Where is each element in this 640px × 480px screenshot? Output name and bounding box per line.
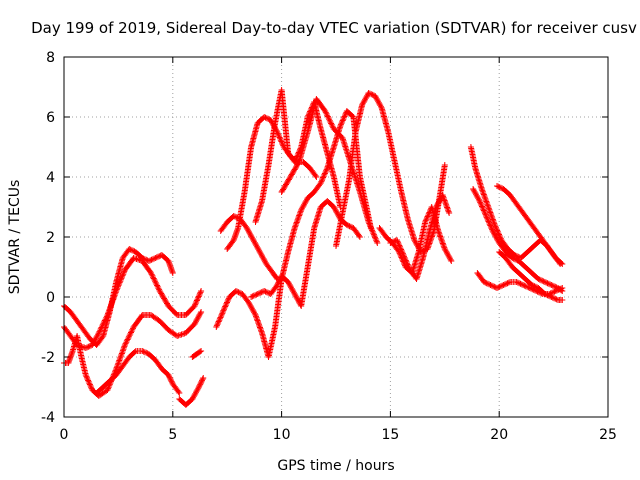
- y-tick-label: 2: [46, 230, 55, 246]
- y-tick-label: 6: [46, 110, 55, 126]
- x-tick-label: 0: [60, 427, 69, 443]
- x-tick-label: 25: [599, 427, 617, 443]
- point-markers: [213, 108, 374, 360]
- series-sat-c: [61, 246, 176, 348]
- plot-frame: [63, 56, 609, 418]
- point-markers: [61, 246, 176, 348]
- data-points: [61, 87, 566, 408]
- y-axis-label: SDTVAR / TECUs: [7, 180, 23, 295]
- y-tick-label: 8: [46, 50, 55, 66]
- y-tick-label: -2: [41, 350, 55, 366]
- x-tick-label: 10: [273, 427, 291, 443]
- y-tick-label: 0: [46, 290, 55, 306]
- point-markers: [189, 348, 205, 360]
- point-markers: [252, 87, 344, 225]
- y-tick-label: -4: [41, 410, 55, 426]
- point-markers: [387, 192, 453, 282]
- series-sat-j: [248, 198, 363, 309]
- series-sat-g: [217, 213, 281, 282]
- point-markers: [248, 198, 363, 309]
- x-tick-label: 20: [490, 427, 508, 443]
- point-markers: [494, 183, 566, 267]
- series-sat-d: [93, 348, 183, 396]
- series-sat-e: [176, 375, 207, 408]
- chart-title: Day 199 of 2019, Sidereal Day-to-day VTE…: [31, 19, 637, 37]
- series-sat-q: [470, 186, 566, 294]
- point-markers: [217, 213, 281, 282]
- point-markers: [176, 375, 207, 408]
- series-sat-i: [213, 108, 374, 360]
- series-sat-f: [189, 348, 205, 360]
- point-markers: [496, 249, 566, 303]
- x-tick-label: 5: [168, 427, 177, 443]
- x-axis-label: GPS time / hours: [277, 458, 394, 474]
- x-tick-label: 15: [381, 427, 399, 443]
- series-sat-t: [496, 249, 566, 303]
- series-sat-s: [494, 183, 566, 267]
- point-markers: [470, 186, 566, 294]
- point-markers: [93, 348, 183, 396]
- series-sat-k: [252, 87, 344, 225]
- y-tick-label: 4: [46, 170, 55, 186]
- series-sat-o: [387, 192, 453, 282]
